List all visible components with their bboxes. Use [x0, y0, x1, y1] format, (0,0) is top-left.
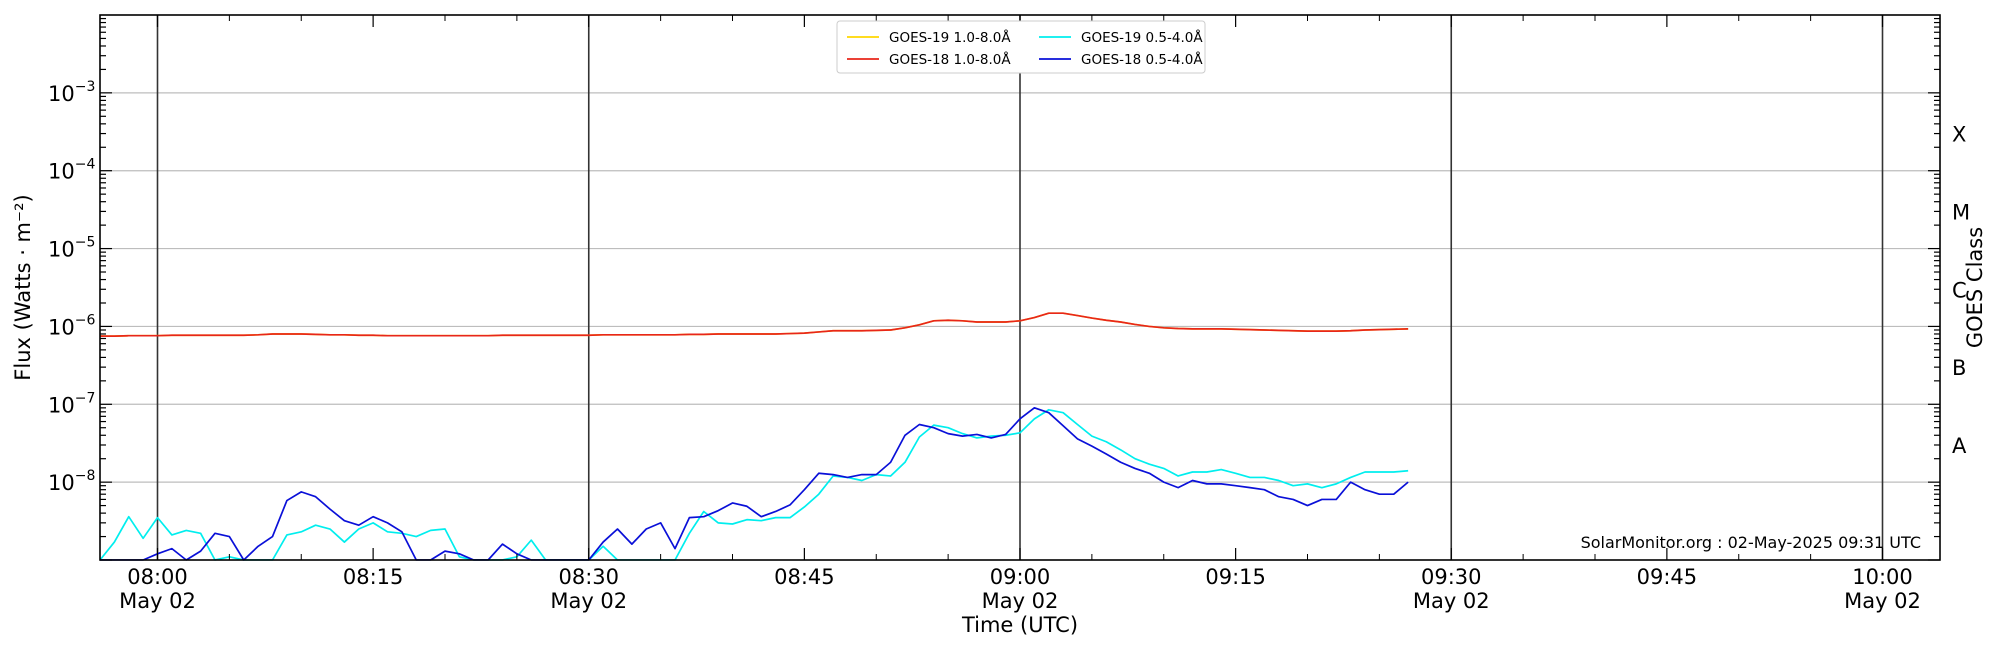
- x-tick-label: 09:15: [1205, 565, 1266, 589]
- y-tick-label: 10−5: [48, 235, 95, 262]
- series-line-1: [100, 312, 1409, 338]
- legend-label-2: GOES-19 0.5-4.0Å: [1081, 29, 1203, 46]
- x-tick-label: 08:15: [343, 565, 404, 589]
- legend-label-1: GOES-18 1.0-8.0Å: [889, 51, 1011, 68]
- watermark-text: SolarMonitor.org : 02-May-2025 09:31 UTC: [1581, 533, 1921, 552]
- y-tick-label: 10−3: [48, 79, 95, 106]
- x-tick-label: 09:00: [990, 565, 1051, 589]
- x-tick-label: 09:45: [1637, 565, 1698, 589]
- x-tick-label: 08:30: [558, 565, 619, 589]
- goes-class-label: M: [1952, 200, 1970, 224]
- x-tick-label: 08:45: [774, 565, 835, 589]
- goes-class-axis-label: GOES Class: [1963, 227, 1987, 348]
- goes-class-label: X: [1952, 123, 1966, 147]
- y-tick-label: 10−7: [48, 390, 95, 417]
- y-tick-label: 10−8: [48, 468, 95, 495]
- x-tick-date-label: May 02: [1413, 589, 1490, 613]
- x-tick-date-label: May 02: [550, 589, 627, 613]
- x-tick-date-label: May 02: [1844, 589, 1921, 613]
- grid-layer: [100, 15, 1940, 560]
- bottom-mask: [0, 560, 2000, 650]
- x-tick-label: 10:00: [1852, 565, 1913, 589]
- legend-label-3: GOES-18 0.5-4.0Å: [1081, 51, 1203, 68]
- series-line-3: [100, 407, 1409, 561]
- x-tick-date-label: May 02: [982, 589, 1059, 613]
- y-axis-label: Flux (Watts · m⁻²): [11, 194, 35, 380]
- x-tick-label: 09:30: [1421, 565, 1482, 589]
- goes-class-label: A: [1952, 434, 1967, 458]
- x-tick-label: 08:00: [127, 565, 188, 589]
- legend-label-0: GOES-19 1.0-8.0Å: [889, 29, 1011, 46]
- series-layer: [0, 312, 2000, 650]
- legend: GOES-19 1.0-8.0Å GOES-18 1.0-8.0Å GOES-19 …: [836, 20, 1206, 74]
- y-tick-label: 10−4: [48, 157, 95, 184]
- series-line-2: [99, 408, 1409, 561]
- goes-class-label: B: [1952, 356, 1966, 380]
- x-tick-date-label: May 02: [119, 589, 196, 613]
- goes-class-label: C: [1952, 278, 1967, 302]
- x-axis-label: Time (UTC): [961, 613, 1078, 637]
- y-tick-label: 10−6: [48, 312, 95, 339]
- legend-box: [836, 20, 1206, 74]
